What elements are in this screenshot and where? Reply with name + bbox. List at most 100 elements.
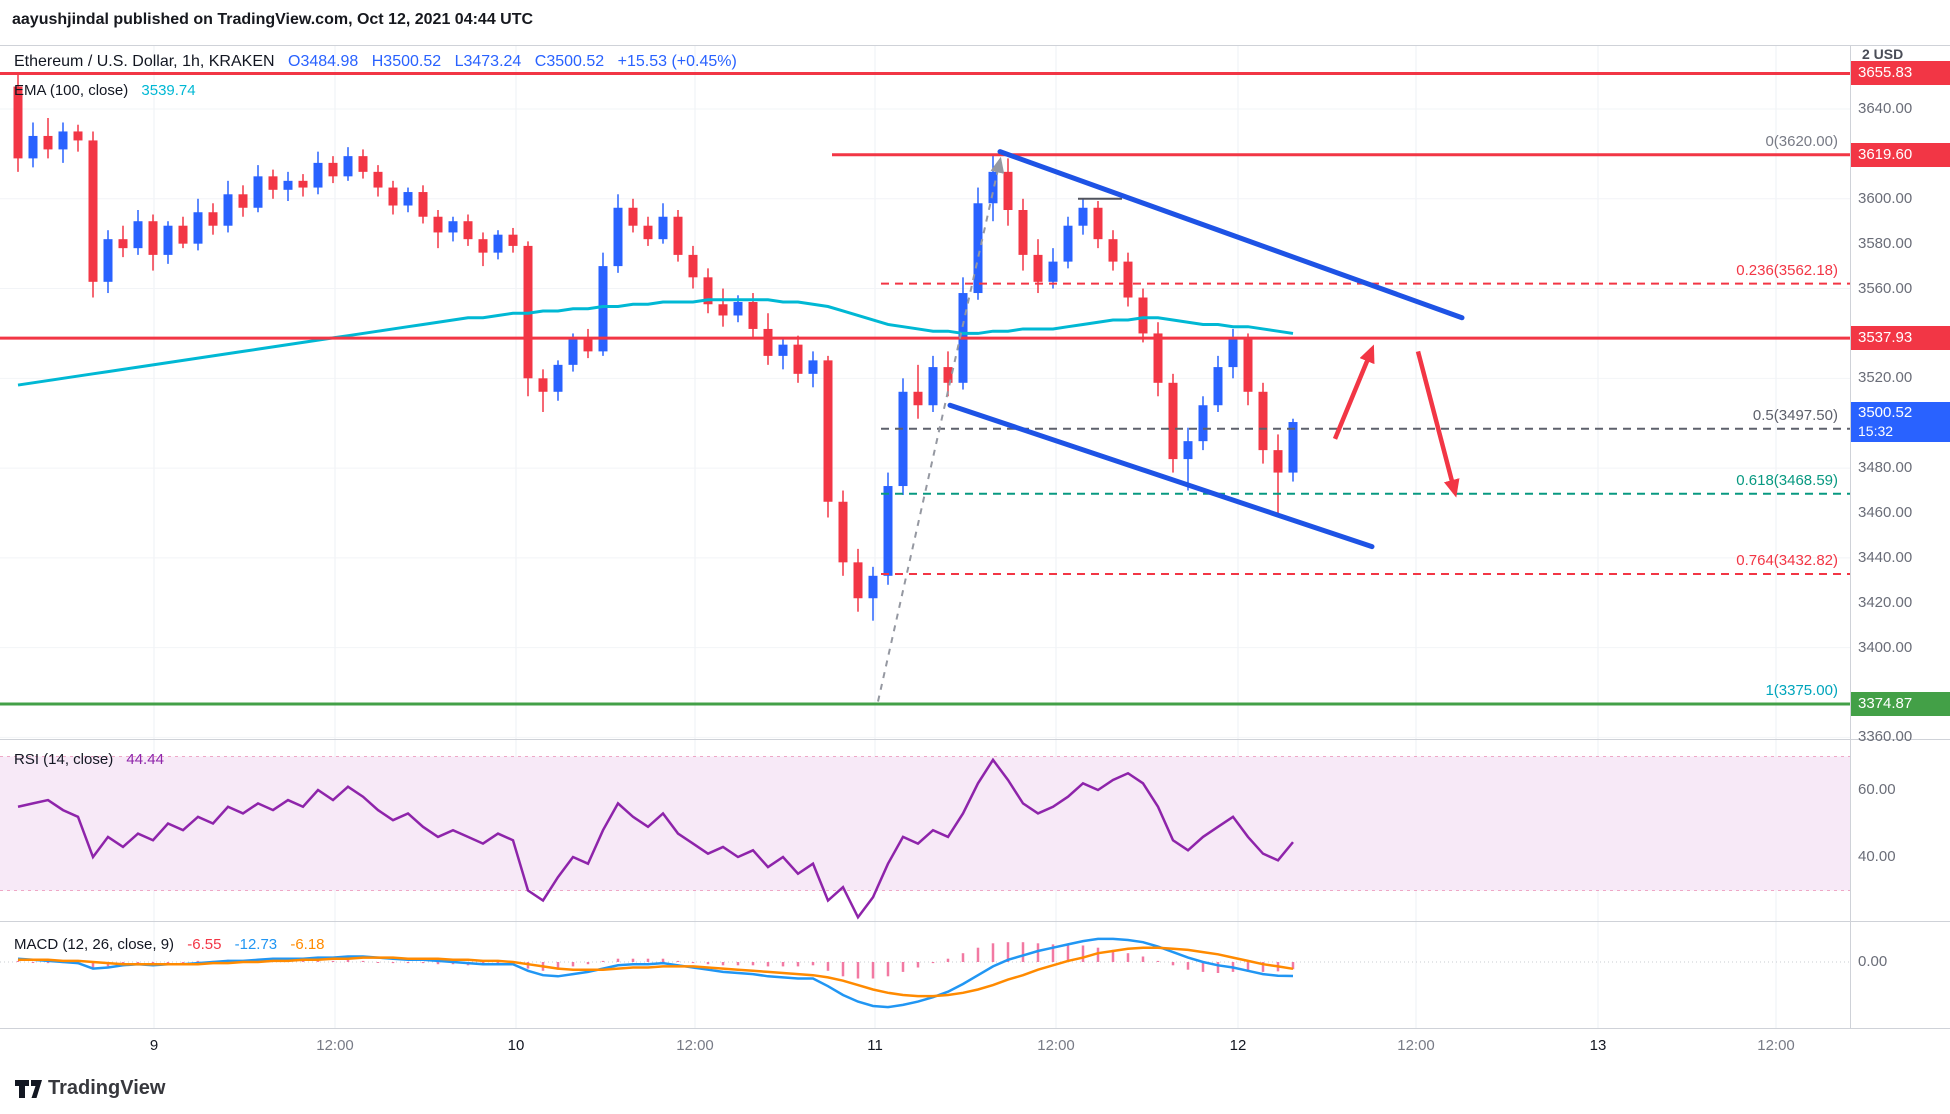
ohlc-high: H3500.52: [371, 53, 442, 70]
candle-body: [598, 266, 608, 352]
symbol-legend[interactable]: Ethereum / U.S. Dollar, 1h, KRAKEN O3484…: [14, 53, 737, 71]
candle-body: [928, 367, 938, 406]
macd-histogram-bar: [1066, 945, 1070, 962]
macd-histogram-bar: [136, 962, 140, 963]
published-info: aayushjindal published on TradingView.co…: [12, 11, 534, 28]
r si-legend[interactable]: RSI (14, close) 44.44: [14, 751, 164, 768]
macd-histogram-bar: [736, 962, 740, 966]
macd-histogram-bar: [376, 962, 380, 963]
candle-body: [88, 140, 98, 282]
rsi-band: [0, 756, 1850, 891]
candle-body: [1138, 297, 1148, 334]
ema-legend[interactable]: EMA (100, close) 3539.74: [14, 82, 196, 99]
macd-histogram-bar: [931, 962, 935, 964]
header-divider: [0, 45, 1950, 46]
candle-body: [1078, 207, 1088, 226]
macd-histogram-bar: [766, 962, 770, 967]
macd-histogram-bar: [346, 959, 350, 962]
candle-body: [808, 360, 818, 374]
macd-histogram-bar: [91, 962, 95, 969]
macd-hist-value: -6.55: [187, 936, 222, 953]
macd-histogram-bar: [1036, 943, 1040, 962]
macd-histogram-bar: [16, 960, 20, 962]
candle-body: [43, 135, 53, 150]
level-lines: [0, 71, 1850, 340]
trendline: [947, 402, 1375, 550]
candle-body: [208, 212, 218, 226]
candle-body: [148, 221, 158, 255]
rsi-label: RSI (14, close): [14, 751, 114, 768]
macd-histogram-bar: [871, 962, 875, 979]
macd-signal-value: -6.18: [290, 936, 325, 953]
candle-body: [748, 302, 758, 329]
candle-body: [1123, 261, 1133, 298]
candle-body: [13, 86, 23, 159]
candle-body: [118, 239, 128, 249]
candle-body: [718, 304, 728, 316]
candle-body: [1243, 337, 1253, 392]
macd-histogram-bar: [691, 962, 695, 964]
macd-histogram-bar: [196, 960, 200, 962]
candle-body: [1108, 239, 1118, 262]
macd-histogram-bar: [946, 958, 950, 962]
candle-body: [1273, 450, 1283, 473]
candle-body: [793, 344, 803, 374]
macd-histogram-bar: [811, 962, 815, 966]
macd-histogram-bar: [121, 962, 125, 964]
tradingview-logo-icon: [15, 1080, 42, 1098]
macd-histogram-bar: [1171, 962, 1175, 966]
candle-body: [403, 192, 413, 206]
candle-body: [58, 131, 68, 150]
candle-body: [688, 254, 698, 278]
rsi-line: [17, 757, 1294, 920]
macd-histogram-bar: [781, 962, 785, 967]
macd-histogram-bar: [166, 962, 170, 963]
candle-body: [538, 378, 548, 392]
trendline: [997, 149, 1465, 321]
candle-body: [1198, 405, 1208, 442]
candle-body: [508, 234, 518, 246]
pane-divider-macd[interactable]: [0, 921, 1950, 922]
macd-histogram-bar: [31, 962, 35, 963]
candle-body: [253, 176, 263, 208]
macd-histogram-bar: [901, 962, 905, 972]
candle-body: [343, 156, 353, 177]
candle-body: [493, 234, 503, 253]
macd-histogram-bar: [331, 960, 335, 962]
macd-legend[interactable]: MACD (12, 26, close, 9) -6.55 -12.73 -6.…: [14, 936, 325, 953]
macd-histogram-bar: [1006, 942, 1010, 962]
macd-histogram-bar: [391, 962, 395, 964]
ohlc-open: O3484.98: [288, 53, 359, 70]
projection-arrows: [1332, 344, 1460, 498]
macd-histogram-bar: [1261, 962, 1265, 972]
candle-body: [1168, 382, 1178, 460]
macd-histogram-bar: [1156, 960, 1160, 962]
candle-body: [1003, 171, 1013, 211]
macd-histogram-bar: [1141, 956, 1145, 962]
time-axis-divider: [0, 1028, 1950, 1029]
header-bar: aayushjindal published on TradingView.co…: [0, 0, 1950, 45]
grid-lines: [0, 45, 1850, 1028]
candle-body: [628, 207, 638, 226]
macd-histogram-bar: [436, 962, 440, 965]
macd-histogram-bar: [1246, 962, 1250, 972]
price-change: +15.53 (+0.45%): [617, 53, 737, 70]
dashed-rally-arrow: [877, 156, 1005, 702]
candle-body: [1213, 367, 1223, 406]
macd-histogram-bar: [676, 960, 680, 962]
candle-body: [913, 391, 923, 406]
candle-body: [163, 225, 173, 255]
macd-histogram-bar: [616, 958, 620, 962]
pane-divider-rsi[interactable]: [0, 739, 1950, 740]
candle-body: [1063, 225, 1073, 262]
candle-body: [1258, 391, 1268, 451]
candle-body: [1048, 261, 1058, 282]
candle-body: [733, 302, 743, 316]
candle-body: [703, 277, 713, 305]
projection-arrow: [1415, 350, 1460, 498]
macd-histogram-bar: [151, 962, 155, 964]
candle-body: [73, 131, 83, 141]
macd-histogram-bar: [886, 962, 890, 977]
macd-histogram-bar: [796, 962, 800, 967]
